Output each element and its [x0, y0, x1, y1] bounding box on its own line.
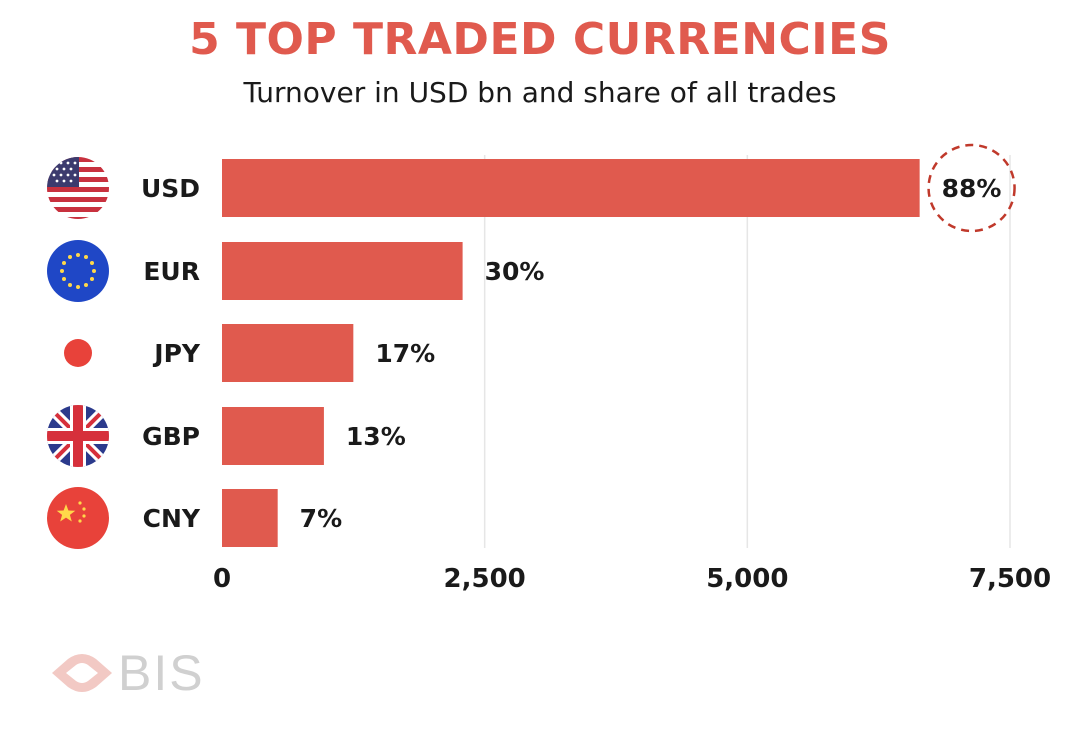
chart-subtitle: Turnover in USD bn and share of all trad… [243, 76, 837, 109]
category-label: JPY [152, 339, 201, 368]
bar-cny [222, 489, 278, 547]
data-label: 30% [485, 257, 545, 286]
data-label: 13% [346, 422, 406, 451]
data-label: 17% [375, 339, 435, 368]
china-flag-icon [47, 487, 109, 549]
eu-flag-icon [47, 240, 109, 302]
category-label: CNY [143, 504, 201, 533]
bar-jpy [222, 324, 354, 382]
bar-gbp [222, 407, 324, 465]
category-label: USD [141, 174, 200, 203]
category-label: GBP [142, 422, 200, 451]
x-tick-label: 2,500 [444, 564, 526, 594]
japan-flag-icon [64, 339, 92, 367]
data-label: 7% [300, 504, 342, 533]
category-label: EUR [143, 257, 200, 286]
x-tick-label: 5,000 [706, 564, 788, 594]
us-flag-icon [47, 157, 109, 219]
x-tick-label: 0 [213, 564, 231, 594]
uk-flag-icon [47, 405, 109, 467]
bar-usd [222, 159, 920, 217]
source-label: BIS [118, 645, 205, 701]
chart-title: 5 TOP TRADED CURRENCIES [189, 14, 891, 65]
x-tick-label: 7,500 [969, 564, 1051, 594]
highlight-ring [927, 143, 1016, 233]
bis-logo [52, 654, 112, 692]
data-label: 88% [942, 174, 1002, 203]
bar-eur [222, 242, 463, 300]
